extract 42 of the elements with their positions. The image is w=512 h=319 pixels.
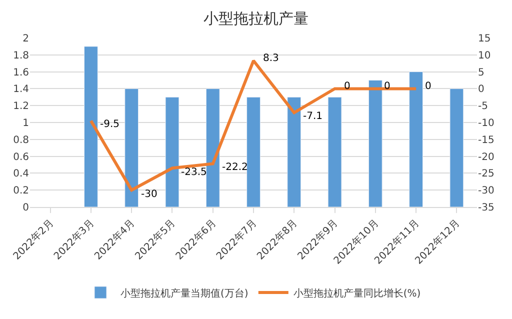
y-tick-label: 0 [22,202,29,214]
bar [287,96,302,207]
y2-tick-label: -5 [478,101,488,112]
y2-tick-label: 15 [478,34,491,44]
data-label: -7.1 [303,111,323,122]
y-tick-label: 0.2 [13,186,29,197]
bar [368,80,382,207]
data-label: 0 [425,81,432,92]
bar [409,72,423,207]
data-label: -23.5 [181,167,207,178]
y-tick-label: 1.8 [13,50,29,62]
y2-tick-label: 5 [478,67,484,78]
bar [124,88,139,207]
y-tick-label: 0.6 [13,152,29,163]
y2-tick-label: -10 [478,118,494,129]
bar [165,96,180,207]
y-tick-label: 1 [22,118,29,129]
y-tick-label: 0.4 [13,168,29,180]
legend-label: 小型拖拉机产量当期值(万台) [120,287,248,300]
y-tick-label: 1.2 [13,101,29,112]
data-label: 8.3 [263,53,279,64]
data-label: -22.2 [222,162,248,173]
y-tick-label: 0.8 [13,134,29,146]
y2-tick-label: -30 [478,186,494,197]
bar [206,88,220,207]
y2-tick-label: -25 [478,168,494,180]
chart-title: 小型拖拉机产量 [204,9,308,28]
y2-tick-label: -35 [478,202,494,214]
y2-tick-label: -20 [478,152,494,163]
bar [450,88,464,207]
data-label: -30 [141,189,158,200]
bar [328,96,342,207]
y2-tick-label: -15 [478,134,494,146]
data-label: -9.5 [100,119,120,130]
legend-label: 小型拖拉机产量同比增长(%) [293,287,421,300]
y-tick-label: 2 [22,34,29,44]
y2-tick-label: 10 [478,50,491,62]
y2-tick-label: 0 [478,84,484,96]
y-tick-label: 1.6 [13,67,29,78]
bar [246,96,260,207]
y-tick-label: 1.4 [13,84,29,96]
bar [84,46,98,207]
